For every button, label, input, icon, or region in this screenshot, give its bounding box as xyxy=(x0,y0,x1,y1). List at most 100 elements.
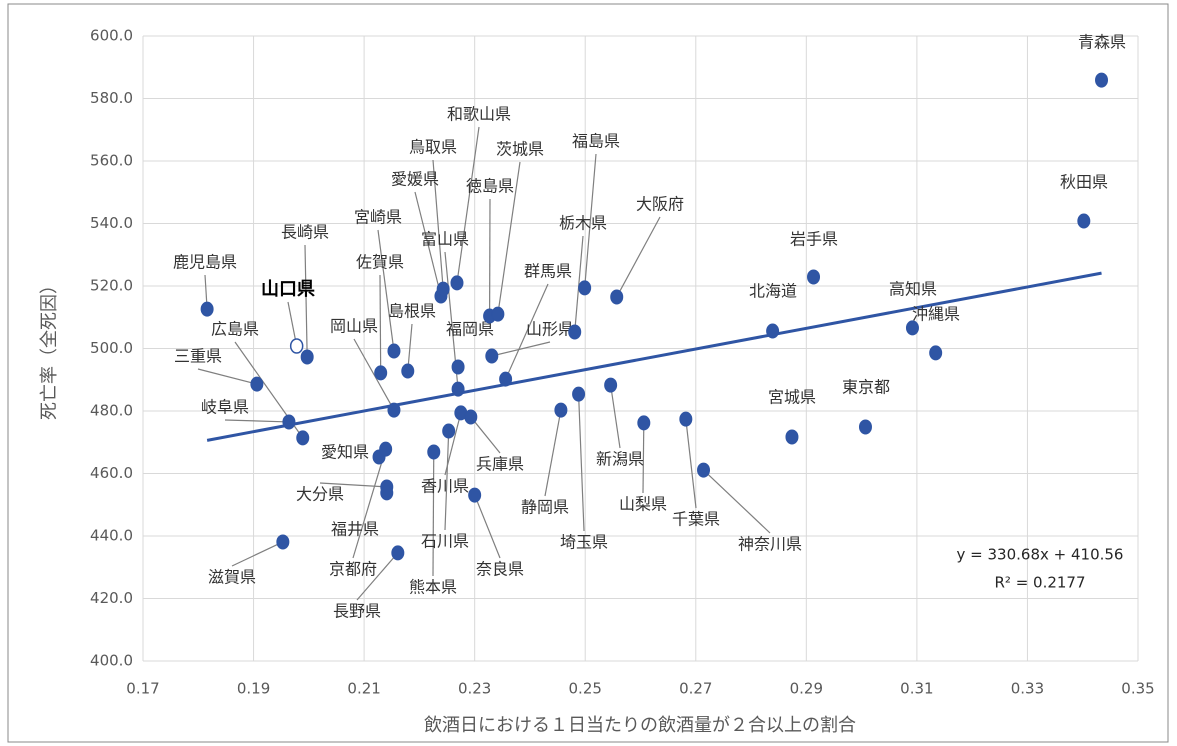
y-tick-label: 420.0 xyxy=(90,589,133,607)
leader-line xyxy=(379,274,382,373)
point xyxy=(905,320,919,336)
leader-line xyxy=(352,448,387,559)
point-label: 広島県 xyxy=(211,320,259,339)
leader-line xyxy=(432,451,435,577)
y-tick-label: 600.0 xyxy=(90,27,133,45)
point-label: 山口県 xyxy=(261,279,315,300)
x-axis-title: 飲酒日における１日当たりの飲酒量が２合以上の割合 xyxy=(424,715,856,736)
x-tick-label: 0.19 xyxy=(237,680,270,698)
point-label: 愛媛県 xyxy=(391,170,439,189)
point xyxy=(436,281,450,297)
leader-line xyxy=(584,153,597,288)
point-label: 山梨県 xyxy=(619,495,667,514)
point xyxy=(427,444,441,460)
point xyxy=(374,365,388,381)
point xyxy=(1095,72,1109,88)
point xyxy=(296,430,310,446)
point xyxy=(282,414,296,430)
leader-line xyxy=(319,482,387,488)
trend-r2: R² = 0.2177 xyxy=(994,574,1085,592)
point-label: 千葉県 xyxy=(672,510,720,529)
point xyxy=(807,269,821,285)
x-tick-label: 0.35 xyxy=(1121,680,1154,698)
point xyxy=(679,411,693,427)
frame xyxy=(7,3,1169,743)
y-tick-label: 520.0 xyxy=(90,277,133,295)
point xyxy=(499,371,513,387)
x-tick-label: 0.25 xyxy=(569,680,602,698)
x-tick-label: 0.23 xyxy=(458,680,491,698)
point xyxy=(637,415,651,431)
point-label: 鹿児島県 xyxy=(173,253,237,272)
point xyxy=(697,462,711,478)
point-label: 福岡県 xyxy=(446,320,494,339)
point-label: 愛知県 xyxy=(321,443,369,462)
point-label: 兵庫県 xyxy=(476,455,524,474)
point xyxy=(766,323,780,339)
x-tick-label: 0.31 xyxy=(900,680,933,698)
point-label: 大分県 xyxy=(296,485,344,504)
point-label: 徳島県 xyxy=(466,177,514,196)
leader-line xyxy=(642,422,645,494)
point xyxy=(250,376,264,392)
trendline xyxy=(206,271,1102,442)
leader-line xyxy=(414,191,442,297)
leader-line xyxy=(353,338,395,411)
point xyxy=(451,359,465,375)
y-tick-label: 480.0 xyxy=(90,402,133,420)
point-label: 長野県 xyxy=(333,602,381,621)
point xyxy=(391,545,405,561)
leader-line xyxy=(577,394,585,532)
x-tick-label: 0.17 xyxy=(126,680,159,698)
trend-equation: y = 330.68x + 410.56 xyxy=(957,546,1124,564)
leader-line xyxy=(497,161,521,315)
point-label: 宮城県 xyxy=(768,388,816,407)
y-tick-label: 580.0 xyxy=(90,89,133,107)
point-label: 山形県 xyxy=(526,320,574,339)
y-tick-label: 540.0 xyxy=(90,214,133,232)
point xyxy=(464,409,478,425)
point xyxy=(387,343,401,359)
point-label: 岩手県 xyxy=(790,230,838,249)
leader-line xyxy=(610,384,621,449)
leader-line xyxy=(491,341,551,357)
leader-line xyxy=(685,419,697,509)
point-label: 高知県 xyxy=(889,280,937,299)
leader-line xyxy=(407,323,413,372)
point-label: 大阪府 xyxy=(636,195,684,214)
leader-line xyxy=(197,368,258,385)
point-label: 茨城県 xyxy=(496,140,544,159)
point-label: 神奈川県 xyxy=(738,535,802,554)
y-tick-label: 440.0 xyxy=(90,527,133,545)
point xyxy=(604,377,618,393)
point xyxy=(554,402,568,418)
point-label: 石川県 xyxy=(421,532,469,551)
point-label: 長崎県 xyxy=(281,223,329,242)
leader-line xyxy=(470,416,501,454)
point xyxy=(578,280,592,296)
point xyxy=(572,386,586,402)
point-label: 静岡県 xyxy=(521,498,569,517)
point xyxy=(401,363,415,379)
point-label: 奈良県 xyxy=(476,560,524,579)
y-tick-label: 400.0 xyxy=(90,652,133,670)
point xyxy=(785,429,799,445)
point-label: 福井県 xyxy=(331,520,379,539)
y-tick-label: 560.0 xyxy=(90,152,133,170)
leader-line xyxy=(444,412,462,476)
point xyxy=(276,534,290,550)
leader-line xyxy=(444,430,450,531)
x-tick-label: 0.29 xyxy=(790,680,823,698)
leader-line xyxy=(432,159,444,290)
point xyxy=(289,338,304,354)
point xyxy=(387,402,401,418)
point-label: 三重県 xyxy=(174,347,222,366)
x-tick-label: 0.33 xyxy=(1011,680,1044,698)
point xyxy=(380,485,394,501)
leader-line xyxy=(304,244,308,357)
point-label: 北海道 xyxy=(749,282,797,301)
y-tick-label: 500.0 xyxy=(90,339,133,357)
point-label: 熊本県 xyxy=(409,578,457,597)
point-label: 福島県 xyxy=(572,132,620,151)
